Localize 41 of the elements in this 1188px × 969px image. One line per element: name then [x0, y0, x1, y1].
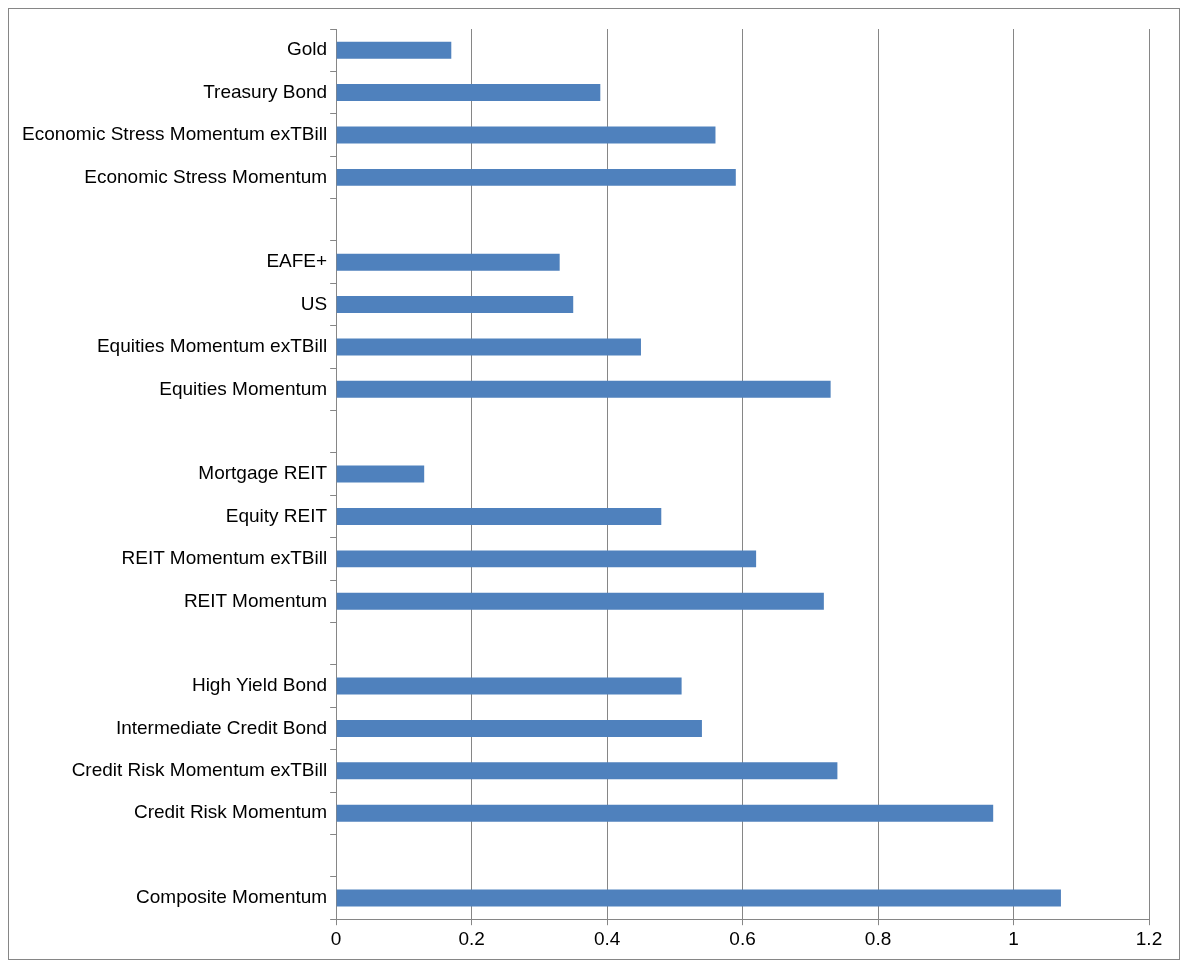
- bar: [336, 762, 838, 780]
- y-tick-label: EAFE+: [266, 250, 328, 272]
- y-tick-label: Composite Momentum: [136, 886, 328, 908]
- y-tick-label: Gold: [287, 38, 328, 60]
- x-tick-label: 0.4: [593, 927, 621, 949]
- y-tick-label: Economic Stress Momentum exTBill: [21, 123, 328, 145]
- x-tick-label: 1: [1008, 927, 1019, 949]
- bar: [336, 41, 452, 59]
- y-tick-label: High Yield Bond: [191, 674, 328, 696]
- bar: [336, 677, 682, 695]
- y-tick-label: Economic Stress Momentum: [84, 165, 328, 187]
- bar: [336, 804, 994, 822]
- bar: [336, 168, 736, 186]
- bar: [336, 296, 574, 314]
- x-tick-label: 1.2: [1135, 927, 1163, 949]
- y-tick-label: Credit Risk Momentum: [133, 801, 328, 823]
- x-tick-label: 0.6: [729, 927, 756, 949]
- x-tick-label: 0.8: [864, 927, 892, 949]
- y-tick-label: Equities Momentum exTBill: [96, 335, 328, 357]
- bar: [336, 592, 824, 610]
- y-tick-label: Treasury Bond: [203, 80, 328, 102]
- y-tick-label: REIT Momentum: [183, 589, 328, 611]
- bar: [336, 550, 757, 568]
- y-tick-label: Equity REIT: [225, 504, 328, 526]
- bar: [336, 126, 716, 144]
- bar: [336, 719, 702, 737]
- x-tick-label: 0.2: [458, 927, 485, 949]
- y-tick-label: REIT Momentum exTBill: [121, 547, 328, 569]
- bar: [336, 84, 601, 102]
- bar: [336, 338, 641, 356]
- x-tick-label: 0: [330, 927, 342, 949]
- bar: [336, 508, 662, 525]
- y-tick-label: Mortgage REIT: [198, 462, 328, 484]
- y-tick-label: Intermediate Credit Bond: [115, 716, 328, 738]
- bar: [336, 465, 425, 483]
- y-tick-label: Credit Risk Momentum exTBill: [71, 759, 328, 781]
- bar: [336, 889, 1061, 907]
- bar: [336, 380, 831, 398]
- bar: [336, 253, 560, 271]
- y-tick-label: Equities Momentum: [159, 377, 328, 399]
- y-tick-label: US: [300, 292, 328, 314]
